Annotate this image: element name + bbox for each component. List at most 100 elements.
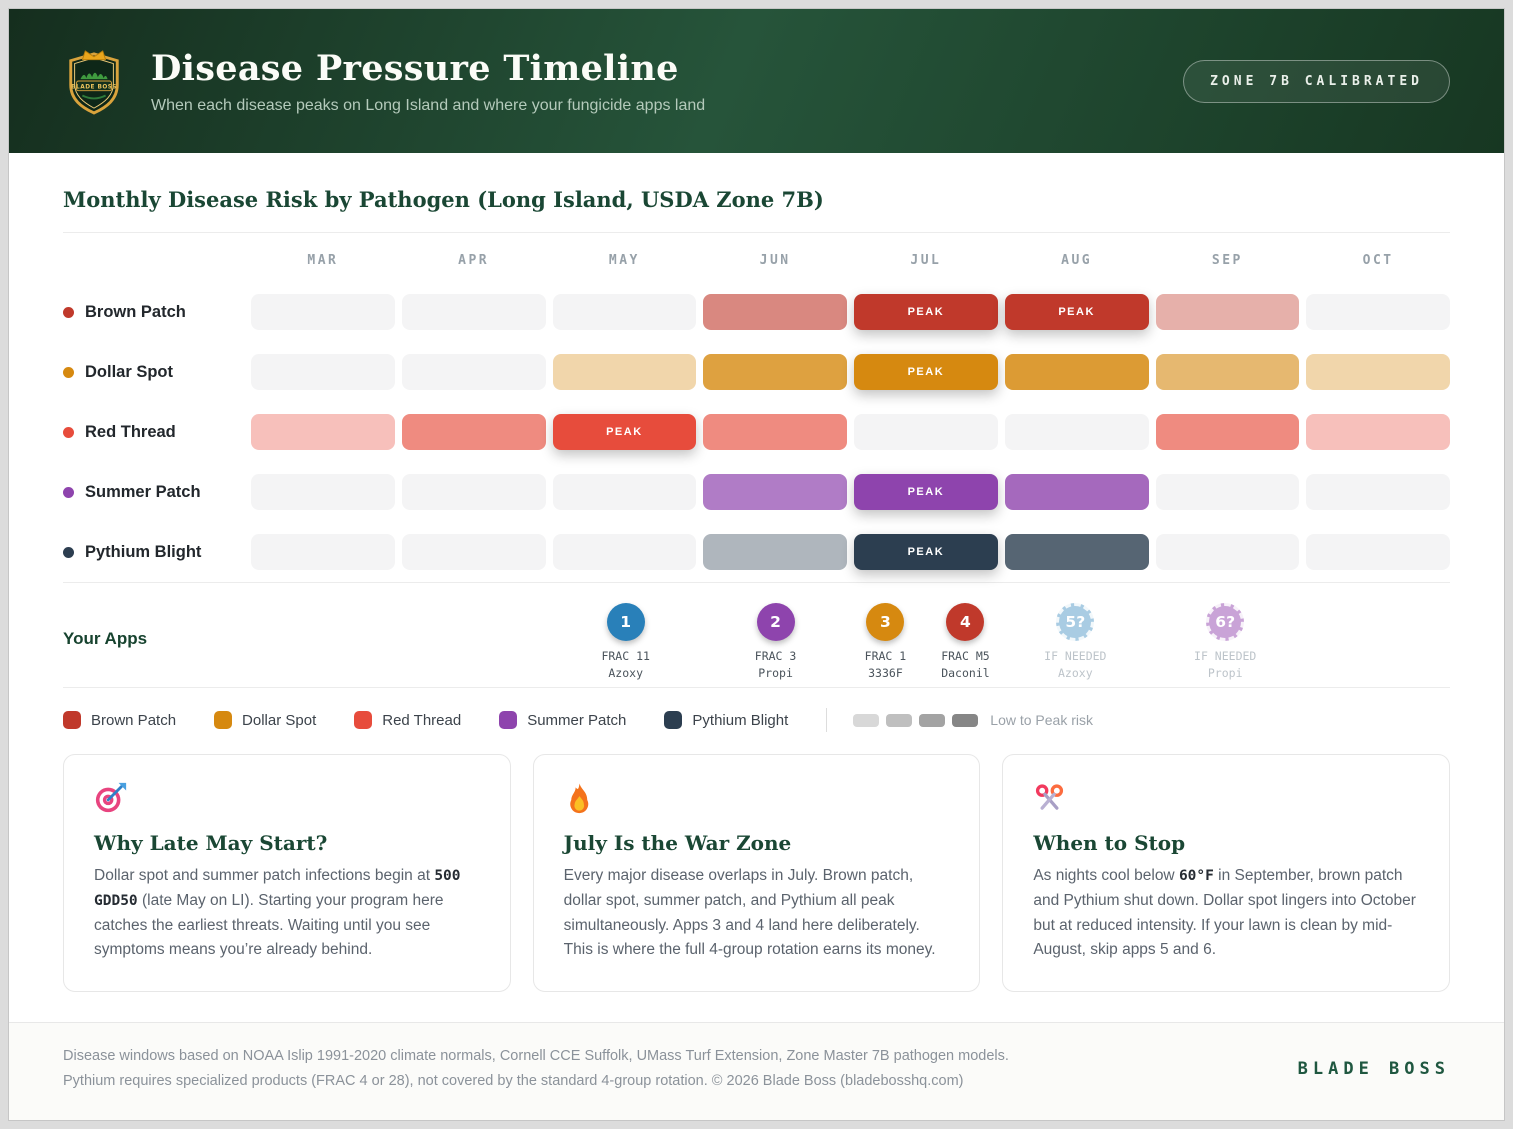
info-cards: Why Late May Start? Dollar spot and summe…	[63, 754, 1450, 993]
app-frac-label: IF NEEDED	[1194, 649, 1257, 663]
pathogen-label-pythium-blight: Pythium Blight	[63, 543, 251, 562]
app-product-label: Propi	[1207, 666, 1243, 681]
month-header-jul: JUL	[910, 253, 942, 268]
risk-cell-summer-patch-jul: PEAK	[854, 474, 998, 510]
app-frac-label: FRAC 3	[754, 649, 797, 663]
app-circle-6: 6?	[1206, 603, 1245, 641]
risk-cell-dollar-spot-jul: PEAK	[854, 354, 998, 390]
risk-cell-brown-patch-jul: PEAK	[854, 294, 998, 330]
legend-item-red-thread: Red Thread	[354, 711, 461, 729]
month-header-jun: JUN	[759, 253, 791, 268]
pathogen-dot	[63, 366, 74, 378]
risk-cell-pythium-blight-apr	[401, 534, 546, 570]
risk-cell-summer-patch-jun	[703, 474, 847, 510]
app-circle-1: 1	[606, 603, 645, 641]
risk-scale-swatch	[853, 713, 880, 727]
legend-label: Dollar Spot	[242, 711, 317, 729]
info-card-when-to-stop: When to Stop As nights cool below 60°F in…	[1002, 754, 1450, 993]
risk-cell-red-thread-oct	[1306, 414, 1450, 450]
pathogen-name: Summer Patch	[85, 482, 201, 501]
pathogen-name: Brown Patch	[85, 302, 186, 321]
legend-row: Brown Patch Dollar Spot Red Thread Summer P…	[63, 688, 1450, 754]
apps-label: Your Apps	[63, 629, 148, 648]
pathogen-dot	[63, 546, 74, 558]
card-body-text: Every major disease overlaps in July. Br…	[563, 867, 936, 959]
legend-swatch	[214, 711, 233, 729]
risk-cell-pythium-blight-sep	[1155, 534, 1300, 570]
legend-swatch	[354, 711, 373, 729]
header-text: Disease Pressure Timeline When each dise…	[151, 48, 705, 115]
risk-cell-dollar-spot-jun	[703, 354, 847, 390]
app-marker-4: 4 FRAC M5 Daconil	[900, 603, 1030, 683]
shield-logo-icon: BLADE BOSS	[69, 50, 119, 115]
pathogen-row-red-thread: Red Thread PEAK	[63, 402, 1450, 462]
app-circle-5: 5?	[1056, 603, 1095, 641]
month-header-aug: AUG	[1061, 253, 1093, 268]
pathogen-name: Dollar Spot	[85, 362, 174, 381]
app-marker-1: 1 FRAC 11 Azoxy	[561, 603, 691, 683]
target-icon	[94, 781, 480, 817]
risk-cell-pythium-blight-oct	[1306, 534, 1450, 570]
row-label-spacer	[63, 253, 251, 268]
pathogen-label-summer-patch: Summer Patch	[63, 483, 251, 502]
card-body-text: in September, brown patch and Pythium sh…	[1033, 867, 1416, 959]
month-header-row: MAR APR MAY JUN JUL AUG SEP OCT	[63, 233, 1450, 282]
apps-section: Your Apps 1 FRAC 11 Azoxy 2 FRAC 3 Propi 3 FRAC…	[63, 583, 1450, 687]
risk-cell-pythium-blight-mar	[251, 534, 395, 570]
card-title: When to Stop	[1033, 831, 1186, 855]
risk-cell-brown-patch-aug: PEAK	[1004, 294, 1149, 330]
card-body: Dollar spot and summer patch infections …	[94, 864, 480, 963]
risk-cell-brown-patch-mar	[251, 294, 395, 330]
risk-cell-red-thread-aug	[1004, 414, 1149, 450]
risk-cells-summer-patch: PEAK	[251, 474, 1450, 510]
risk-matrix: Brown Patch PEAK PEAK Dollar Spot PEAK Red Th…	[63, 282, 1450, 582]
month-header-mar: MAR	[307, 253, 339, 268]
risk-cell-summer-patch-sep	[1155, 474, 1300, 510]
zone-calibrated-badge: ZONE 7B CALIBRATED	[1183, 59, 1450, 103]
app-circle-4: 4	[946, 603, 985, 641]
risk-cell-dollar-spot-aug	[1004, 354, 1149, 390]
divider	[63, 582, 1450, 583]
app-marker-3: 3 FRAC 1 3336F	[820, 603, 950, 683]
month-header-oct: OCT	[1362, 253, 1394, 268]
risk-cell-dollar-spot-may	[552, 354, 697, 390]
risk-cell-pythium-blight-may	[552, 534, 697, 570]
footer-line-2: Pythium requires specialized products (F…	[63, 1072, 964, 1089]
card-body-text: Dollar spot and summer patch infections …	[94, 867, 435, 884]
risk-cell-dollar-spot-apr	[401, 354, 546, 390]
legend-item-dollar-spot: Dollar Spot	[214, 711, 316, 729]
app-frac-label: FRAC M5	[941, 649, 990, 663]
legend-label: Pythium Blight	[692, 711, 789, 729]
risk-cell-brown-patch-may	[552, 294, 697, 330]
pathogen-label-dollar-spot: Dollar Spot	[63, 363, 251, 382]
risk-cell-summer-patch-oct	[1306, 474, 1450, 510]
section-title: Monthly Disease Risk by Pathogen (Long I…	[63, 187, 824, 212]
legend-swatch	[664, 711, 683, 729]
pathogen-row-dollar-spot: Dollar Spot PEAK	[63, 342, 1450, 402]
footer-line-1: Disease windows based on NOAA Islip 1991…	[63, 1048, 1009, 1065]
risk-cell-red-thread-may: PEAK	[552, 414, 697, 450]
card-title: Why Late May Start?	[94, 831, 328, 855]
app-marker-2: 2 FRAC 3 Propi	[711, 603, 841, 683]
risk-cell-brown-patch-apr	[401, 294, 546, 330]
pathogen-dot	[63, 306, 74, 318]
risk-cells-red-thread: PEAK	[251, 414, 1450, 450]
risk-cell-pythium-blight-jun	[703, 534, 847, 570]
risk-cell-red-thread-sep	[1155, 414, 1300, 450]
months-strip: MAR APR MAY JUN JUL AUG SEP OCT	[251, 253, 1450, 268]
pathogen-name: Red Thread	[85, 422, 176, 441]
pathogen-dot	[63, 426, 74, 438]
card-body-text: As nights cool below	[1033, 867, 1179, 884]
legend-label: Summer Patch	[527, 711, 627, 729]
blade-boss-logo: BLADE BOSS	[63, 46, 125, 116]
risk-cells-pythium-blight: PEAK	[251, 534, 1450, 570]
risk-scale-swatch	[952, 713, 979, 727]
app-marker-6: 6? IF NEEDED Propi	[1160, 603, 1290, 683]
risk-cell-summer-patch-apr	[401, 474, 546, 510]
app-frac-label: FRAC 1	[864, 649, 907, 663]
legend-separator	[826, 708, 828, 732]
risk-cell-dollar-spot-mar	[251, 354, 395, 390]
risk-scale-label: Low to Peak risk	[990, 712, 1093, 728]
pathogen-row-summer-patch: Summer Patch PEAK	[63, 462, 1450, 522]
pathogen-name: Pythium Blight	[85, 542, 202, 561]
